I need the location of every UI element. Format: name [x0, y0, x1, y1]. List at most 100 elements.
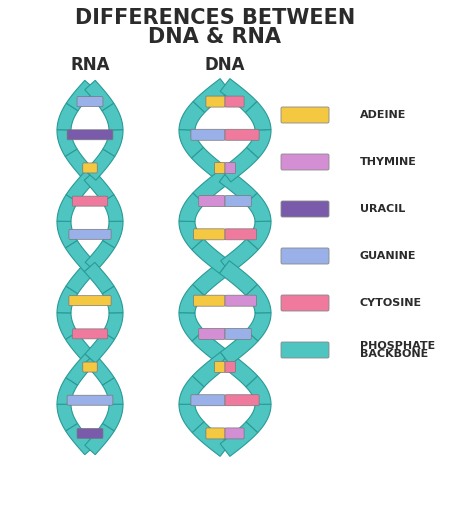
FancyBboxPatch shape [281, 295, 329, 311]
FancyBboxPatch shape [69, 296, 111, 306]
FancyBboxPatch shape [69, 229, 111, 239]
Polygon shape [246, 221, 271, 249]
Polygon shape [219, 169, 257, 204]
Polygon shape [66, 80, 95, 111]
Polygon shape [65, 149, 95, 180]
Polygon shape [221, 239, 258, 273]
Polygon shape [102, 103, 123, 130]
Text: URACIL: URACIL [360, 204, 405, 214]
Polygon shape [179, 284, 204, 313]
Polygon shape [246, 130, 271, 158]
Polygon shape [57, 103, 78, 130]
Polygon shape [102, 286, 123, 313]
Polygon shape [103, 221, 123, 248]
Polygon shape [65, 332, 95, 363]
Polygon shape [191, 147, 229, 182]
Polygon shape [103, 130, 123, 157]
FancyBboxPatch shape [281, 107, 329, 123]
FancyBboxPatch shape [206, 428, 225, 439]
Text: ADEINE: ADEINE [360, 110, 406, 120]
Polygon shape [57, 404, 77, 431]
FancyBboxPatch shape [225, 428, 244, 439]
Polygon shape [193, 79, 230, 113]
Polygon shape [84, 263, 114, 294]
Polygon shape [103, 313, 123, 339]
FancyBboxPatch shape [225, 195, 251, 207]
Polygon shape [102, 404, 123, 431]
Polygon shape [220, 422, 258, 457]
FancyBboxPatch shape [225, 362, 236, 373]
Polygon shape [246, 404, 271, 433]
Polygon shape [84, 354, 114, 385]
Polygon shape [192, 422, 230, 457]
Polygon shape [220, 330, 258, 365]
Polygon shape [246, 193, 271, 222]
Polygon shape [57, 194, 78, 221]
FancyBboxPatch shape [73, 196, 108, 206]
Text: DNA & RNA: DNA & RNA [148, 27, 282, 47]
Polygon shape [85, 80, 114, 111]
FancyBboxPatch shape [225, 229, 256, 240]
Polygon shape [85, 149, 115, 180]
Polygon shape [179, 130, 203, 158]
Polygon shape [192, 330, 229, 365]
FancyBboxPatch shape [225, 295, 256, 306]
Polygon shape [221, 147, 258, 182]
FancyBboxPatch shape [83, 163, 97, 173]
Polygon shape [102, 378, 123, 405]
Polygon shape [246, 376, 271, 405]
Polygon shape [246, 313, 271, 341]
Text: DNA: DNA [205, 56, 245, 74]
Polygon shape [57, 378, 78, 405]
Polygon shape [85, 240, 115, 272]
FancyBboxPatch shape [281, 342, 329, 358]
Polygon shape [179, 313, 204, 341]
FancyBboxPatch shape [67, 395, 113, 405]
Polygon shape [66, 423, 95, 454]
Polygon shape [192, 261, 230, 295]
Polygon shape [179, 404, 204, 433]
Polygon shape [66, 354, 95, 385]
FancyBboxPatch shape [191, 395, 225, 406]
FancyBboxPatch shape [83, 362, 97, 372]
Polygon shape [220, 352, 257, 387]
FancyBboxPatch shape [199, 195, 225, 207]
Text: CYTOSINE: CYTOSINE [360, 298, 422, 308]
FancyBboxPatch shape [67, 130, 113, 140]
Polygon shape [65, 240, 95, 272]
Polygon shape [102, 194, 123, 221]
Polygon shape [245, 102, 271, 130]
Polygon shape [84, 171, 114, 202]
Polygon shape [57, 130, 77, 157]
FancyBboxPatch shape [215, 362, 225, 373]
Polygon shape [192, 352, 230, 387]
FancyBboxPatch shape [281, 201, 329, 217]
FancyBboxPatch shape [193, 229, 225, 240]
Polygon shape [179, 221, 203, 249]
Polygon shape [179, 376, 204, 405]
Polygon shape [179, 193, 205, 222]
Polygon shape [66, 263, 96, 294]
Polygon shape [57, 286, 78, 313]
Polygon shape [219, 261, 257, 295]
Text: PHOSPHATE
BACKBONE: PHOSPHATE BACKBONE [360, 340, 435, 360]
FancyBboxPatch shape [215, 163, 225, 173]
Polygon shape [85, 332, 115, 363]
Polygon shape [57, 313, 77, 339]
Polygon shape [246, 284, 271, 313]
FancyBboxPatch shape [206, 96, 225, 107]
FancyBboxPatch shape [225, 395, 259, 406]
FancyBboxPatch shape [225, 96, 244, 107]
Polygon shape [85, 423, 114, 454]
FancyBboxPatch shape [225, 328, 251, 339]
Polygon shape [192, 239, 229, 273]
FancyBboxPatch shape [77, 428, 103, 438]
Polygon shape [179, 102, 205, 130]
FancyBboxPatch shape [281, 248, 329, 264]
Text: THYMINE: THYMINE [360, 157, 417, 167]
Polygon shape [57, 221, 77, 248]
Polygon shape [66, 171, 96, 202]
FancyBboxPatch shape [225, 129, 259, 140]
Polygon shape [193, 169, 231, 204]
FancyBboxPatch shape [77, 96, 103, 107]
